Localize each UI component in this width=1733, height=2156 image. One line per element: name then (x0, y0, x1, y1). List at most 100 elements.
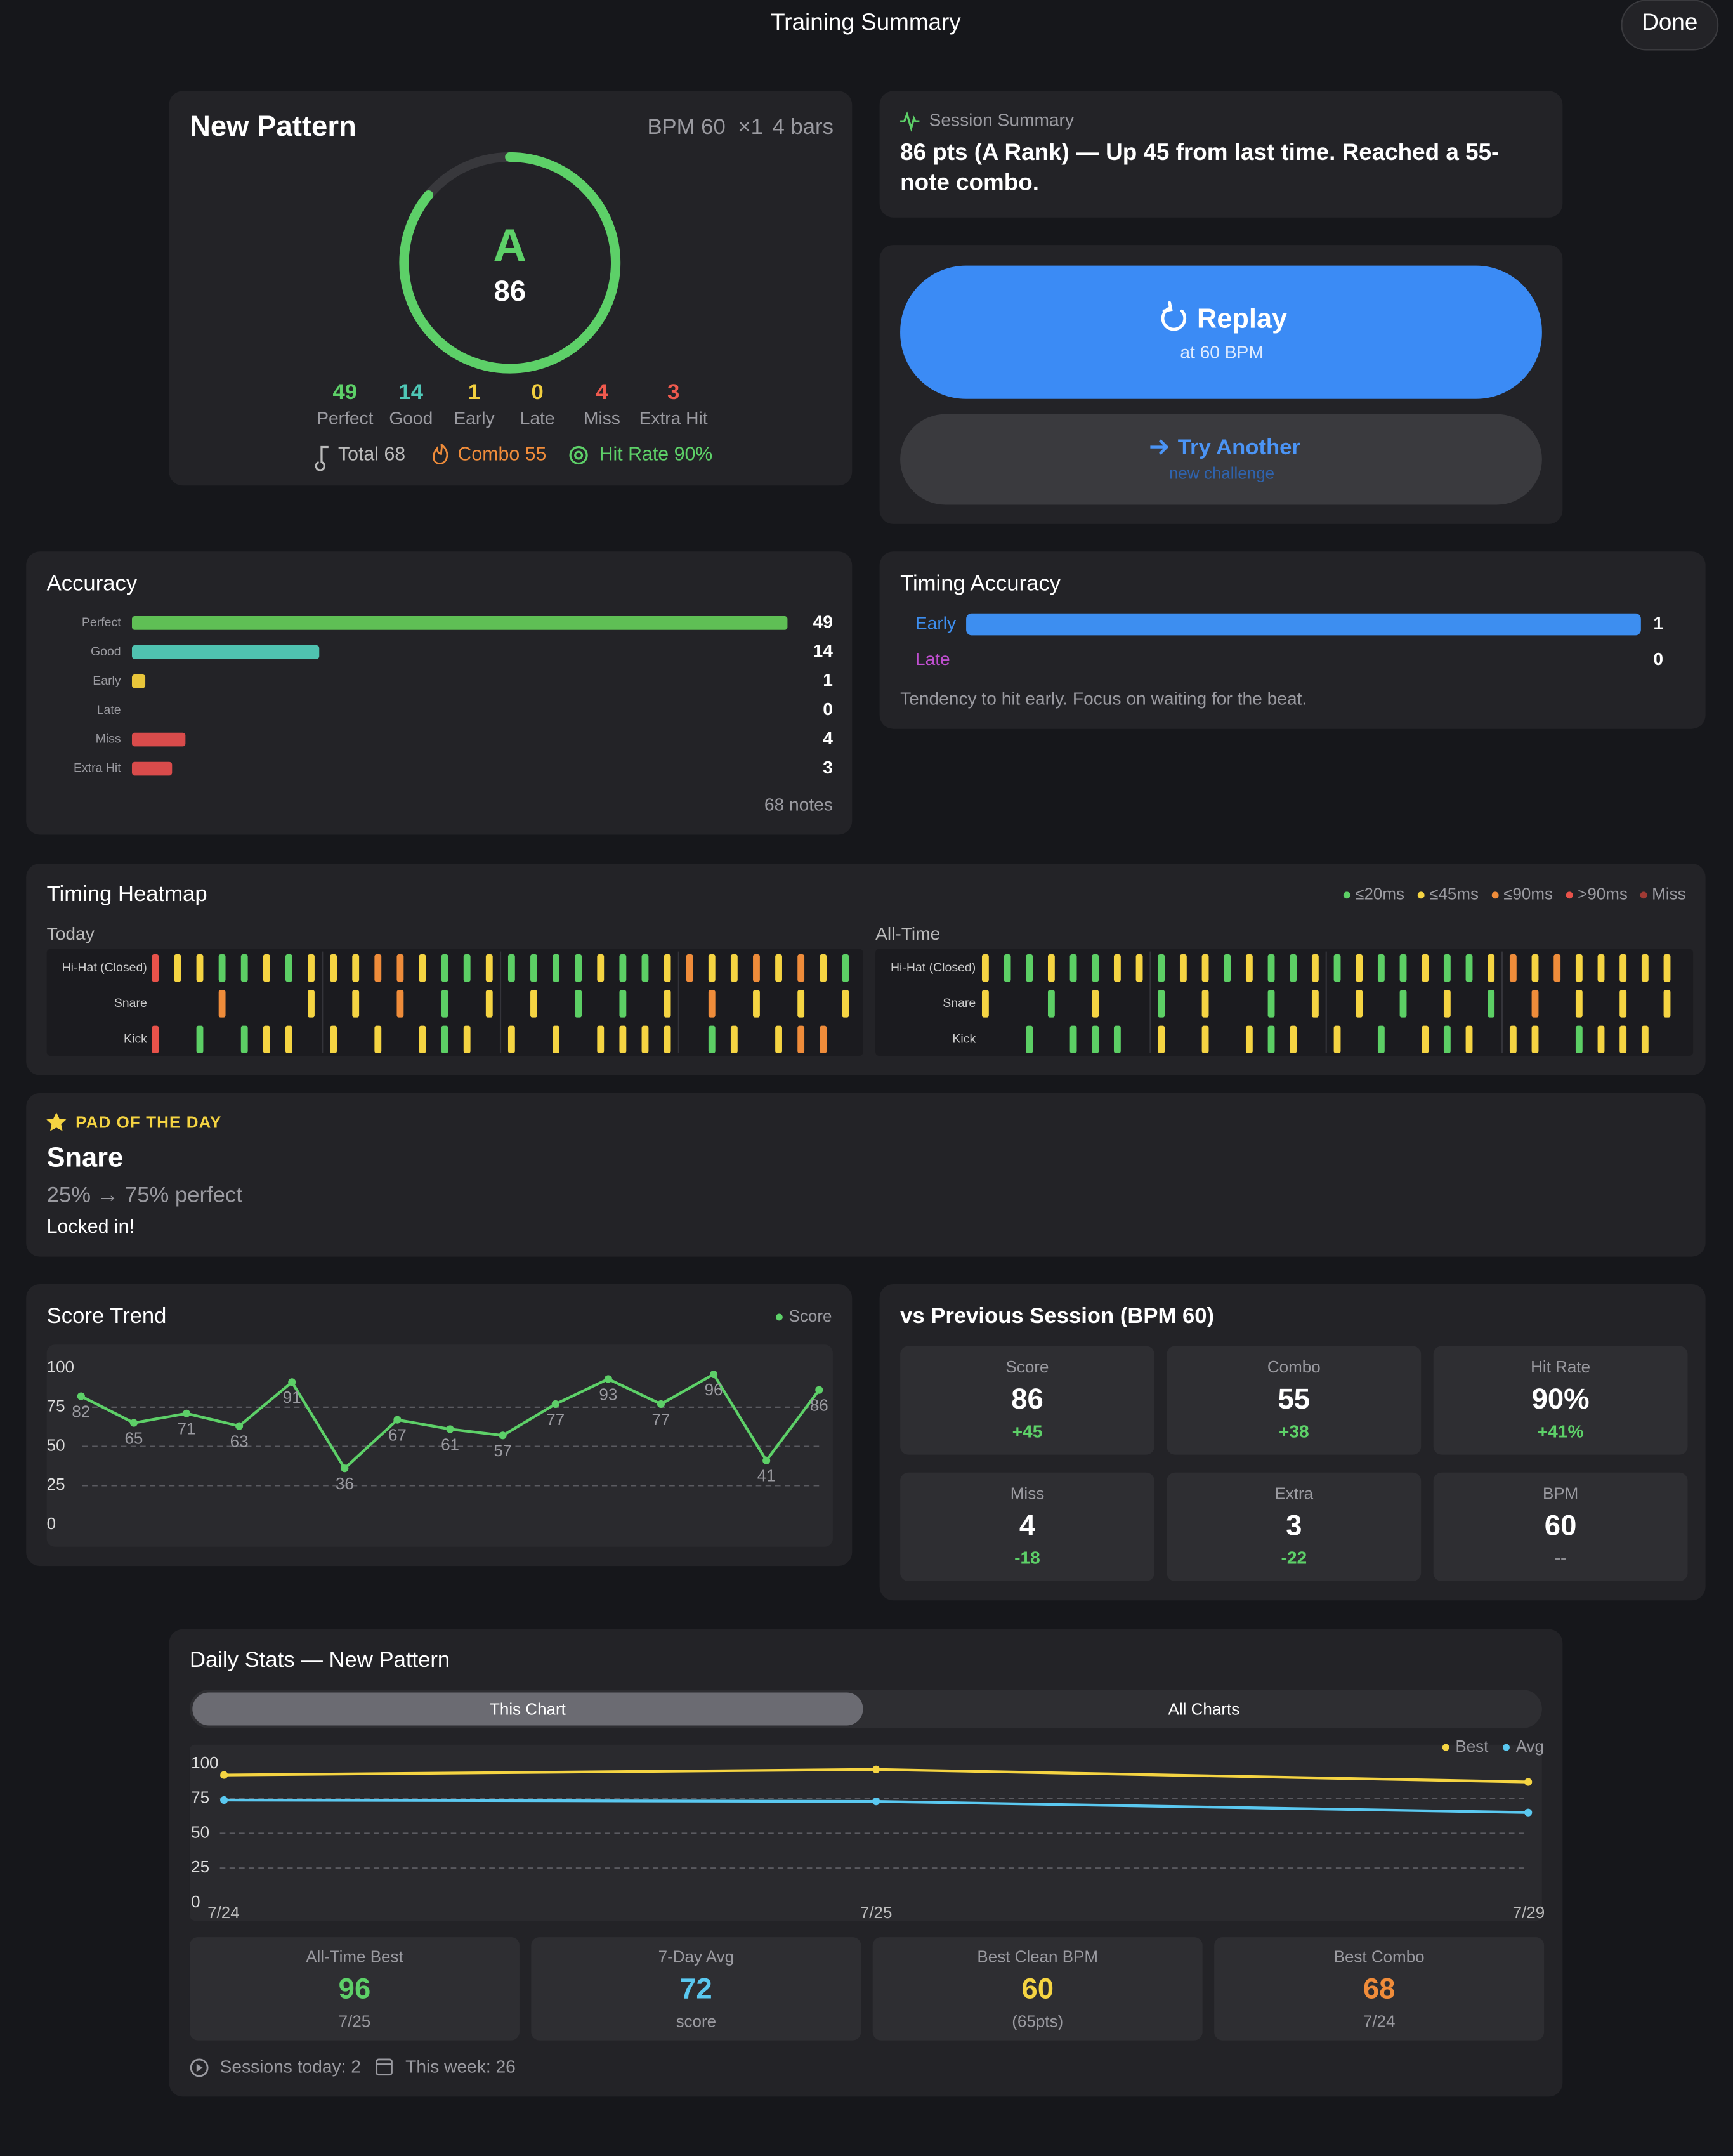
legend-label: Miss (1652, 884, 1685, 904)
heatmap-cell (842, 990, 849, 1018)
row-label: Kick (952, 1032, 976, 1046)
row-label: Snare (943, 996, 976, 1010)
heatmap-cell (1619, 1025, 1627, 1054)
stat-delta: -18 (1014, 1548, 1040, 1568)
series-point (551, 1400, 559, 1409)
count-label: Early (454, 409, 495, 428)
done-button[interactable] (1621, 0, 1719, 51)
tile-value: 72 (680, 1973, 712, 2005)
accuracy-footer: 68 notes (764, 794, 833, 814)
count-label: Perfect (317, 409, 373, 428)
bars: 4 bars (773, 115, 834, 139)
row-label: Snare (114, 996, 147, 1010)
accuracy-value: 1 (823, 670, 833, 690)
legend-dot (1566, 891, 1573, 899)
heatmap-cell (441, 1025, 448, 1054)
heatmap-cell (1422, 954, 1429, 982)
score: 86 (494, 275, 526, 307)
heatmap-cell (708, 954, 716, 982)
tile-sub: 7/25 (339, 2011, 371, 2030)
heatmap-cell (1069, 954, 1077, 982)
accuracy-value: 4 (823, 728, 833, 748)
accuracy-value: 0 (823, 699, 833, 719)
heatmap-cell (441, 990, 448, 1018)
heatmap-cell (664, 954, 671, 982)
pad-name: Snare (47, 1142, 123, 1173)
count-label: Miss (584, 409, 620, 428)
series-point (220, 1771, 228, 1779)
timing-label: Late (915, 649, 950, 669)
y-tick-label: 0 (47, 1514, 56, 1533)
accuracy-value: 49 (813, 612, 833, 631)
y-tick-label: 100 (47, 1357, 74, 1376)
heatmap-cell (1597, 1025, 1605, 1054)
series-point (1524, 1778, 1533, 1786)
count-value: 14 (399, 380, 424, 404)
stat-delta: +41% (1538, 1421, 1584, 1441)
heatmap-cell (730, 1025, 738, 1054)
try-another-button[interactable] (900, 414, 1542, 505)
legend-dot (1343, 891, 1350, 899)
stat-delta: +45 (1012, 1421, 1043, 1441)
pad-card (26, 1093, 1706, 1257)
summary-text-box: 86 pts (A Rank) — Up 45 from last time. … (900, 139, 1499, 195)
stat-value: 86 (1011, 1383, 1043, 1415)
row-label: Kick (124, 1032, 147, 1046)
tile-value: 68 (1363, 1973, 1396, 2005)
play-icon (190, 2058, 209, 2077)
pad-change: 25% → 75% perfect (47, 1183, 243, 1207)
accuracy-label: Early (93, 674, 121, 688)
heatmap-cell (1026, 1025, 1033, 1054)
heatmap-cell (507, 954, 515, 982)
heatmap-cell (1267, 954, 1275, 982)
heatmap-cell (218, 954, 226, 982)
legend-label: Best (1455, 1737, 1489, 1756)
heatmap-cell (797, 954, 805, 982)
series-point (815, 1386, 823, 1394)
heatmap-cell (285, 954, 292, 982)
tile-value: 96 (339, 1973, 371, 2005)
series-point (129, 1419, 138, 1427)
heatmap-cell (1267, 1025, 1275, 1054)
point-label: 67 (388, 1426, 407, 1445)
daily-title: Daily Stats — New Pattern (190, 1648, 450, 1672)
heatmap-cell (708, 990, 716, 1018)
heatmap-title: Timing Heatmap (47, 882, 207, 906)
summary-label: Session Summary (929, 110, 1075, 130)
bpm: BPM 60 (647, 115, 725, 139)
point-label: 36 (336, 1474, 354, 1493)
series-point (1524, 1808, 1533, 1817)
rank: A (493, 219, 526, 272)
heatmap-cell (664, 990, 671, 1018)
count-label: Good (389, 409, 433, 428)
accuracy-title: Accuracy (47, 571, 138, 595)
row-label: Hi-Hat (Closed) (891, 961, 976, 975)
heatmap-cell (1575, 1025, 1583, 1054)
tile-value: 60 (1021, 1973, 1054, 2005)
heatmap-cell (1092, 954, 1099, 982)
heatmap-cell (730, 954, 738, 982)
sessions-today: Sessions today: 2 (220, 2056, 361, 2076)
point-label: 77 (546, 1410, 565, 1429)
stat-value: 55 (1278, 1383, 1310, 1415)
series-point (762, 1456, 771, 1464)
point-label: 61 (441, 1435, 459, 1454)
pattern-title: New Pattern (190, 110, 356, 142)
legend-label: ≤90ms (1503, 884, 1553, 904)
replay-button[interactable] (900, 265, 1542, 399)
heatmap-cell (1267, 990, 1275, 1018)
accuracy-label: Extra Hit (74, 761, 121, 775)
target-icon (569, 445, 588, 465)
summary-tile (531, 1937, 861, 2041)
heatmap-cell (686, 954, 693, 982)
stat-delta: -- (1555, 1548, 1567, 1568)
tab-selected[interactable] (192, 1692, 863, 1726)
heatmap-cell (775, 1025, 782, 1054)
heatmap-cell (419, 1025, 426, 1054)
series-point (182, 1409, 191, 1417)
heatmap-cell (396, 954, 404, 982)
heatmap-cell (641, 954, 649, 982)
heatmap-cell (330, 1025, 337, 1054)
